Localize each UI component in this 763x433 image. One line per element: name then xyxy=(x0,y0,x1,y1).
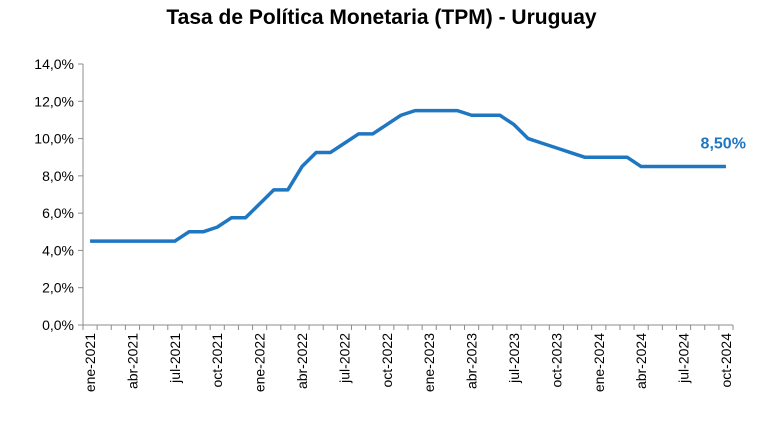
series-group xyxy=(90,108,726,243)
x-tick-label: jul-2024 xyxy=(676,333,692,384)
annotation-group: 8,50% xyxy=(701,136,746,153)
x-tick-label: ene-2023 xyxy=(421,333,437,392)
x-tick-label: jul-2023 xyxy=(506,333,522,384)
y-tick-label: 10,0% xyxy=(34,131,74,147)
y-tick-label: 2,0% xyxy=(42,280,74,296)
x-tick-label: abr-2024 xyxy=(633,333,649,389)
x-tick-label: oct-2024 xyxy=(718,333,734,388)
x-axis: ene-2021 abr-2021 jul-2021 oct-2021 ene-2022… xyxy=(82,324,734,392)
x-tick-label: abr-2022 xyxy=(294,333,310,389)
tpm-series-line xyxy=(90,108,726,243)
y-tick-label: 14,0% xyxy=(34,56,74,72)
chart-title: Tasa de Política Monetaria (TPM) - Urugu… xyxy=(166,6,597,29)
y-tick-label: 0,0% xyxy=(42,317,74,333)
y-tick-label: 12,0% xyxy=(34,93,74,109)
y-tick-label: 8,0% xyxy=(42,168,74,184)
y-tick-label: 6,0% xyxy=(42,205,74,221)
x-tick-label: jul-2022 xyxy=(336,333,352,384)
x-tick-label: abr-2023 xyxy=(464,333,480,389)
y-axis: 0,0% 2,0% 4,0% 6,0% 8,0% 10,0% 12,0% 14,0% xyxy=(34,56,84,333)
x-tick-label: ene-2021 xyxy=(82,333,98,392)
x-tick-label: oct-2023 xyxy=(548,333,564,388)
x-tick-label: ene-2024 xyxy=(591,333,607,392)
x-tick-label: oct-2022 xyxy=(379,333,395,388)
y-tick-label: 4,0% xyxy=(42,242,74,258)
x-tick-label: jul-2021 xyxy=(167,333,183,384)
x-tick-label: abr-2021 xyxy=(124,333,140,389)
x-tick-label: oct-2021 xyxy=(209,333,225,388)
last-value-label: 8,50% xyxy=(701,136,746,153)
x-tick-label: ene-2022 xyxy=(252,333,268,392)
